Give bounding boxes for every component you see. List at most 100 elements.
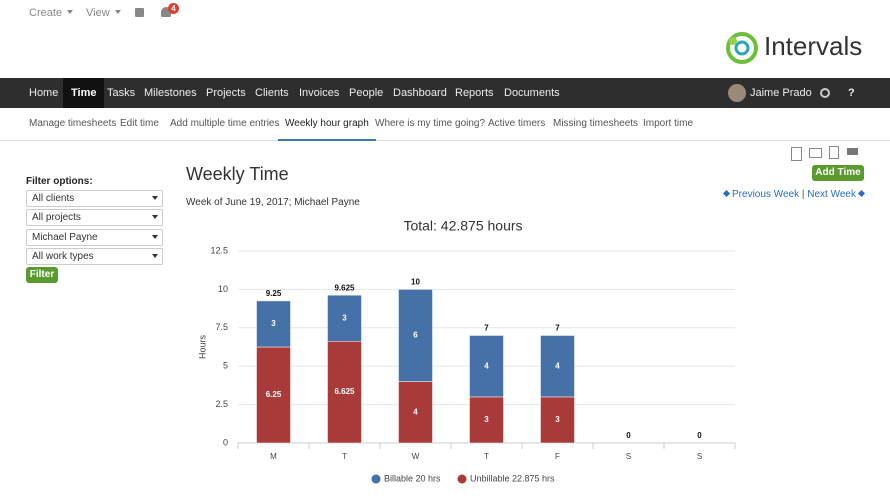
bar-segment [540, 335, 575, 398]
main-nav: Home Time Tasks Milestones Projects Clients In… [0, 78, 890, 108]
filter-select[interactable]: Michael Payne [26, 229, 163, 246]
segment-label: 3 [342, 313, 347, 322]
x-tick-label: S [626, 452, 631, 461]
bar-segment [398, 289, 433, 382]
total-label: 9.25 [266, 289, 282, 298]
legend-marker [457, 474, 467, 484]
bar-segment [256, 300, 291, 348]
segment-label: 4 [555, 361, 560, 370]
logo-ring [734, 40, 750, 56]
week-nav: Previous Week | Next Week [722, 189, 866, 200]
sub-nav: Manage timesheets Edit time Add multiple t… [0, 108, 890, 141]
filter-button[interactable]: Filter [26, 267, 58, 283]
y-tick-label: 0 [223, 437, 228, 447]
subnav-item[interactable]: Manage timesheets [29, 118, 117, 129]
x-tick-label: F [555, 452, 560, 461]
bell-icon[interactable] [161, 7, 171, 17]
x-tick-label: M [270, 452, 277, 461]
bar-segment [540, 396, 575, 444]
segment-label: 6.25 [266, 390, 282, 399]
filter-title: Filter options: [26, 176, 93, 187]
diamond-icon [857, 189, 866, 198]
legend-label: Unbillable 22.875 hrs [470, 473, 555, 483]
total-label: 10 [411, 278, 420, 287]
subnav-item[interactable]: Where is my time going? [375, 118, 486, 129]
settings-icon[interactable] [820, 88, 830, 98]
x-tick-label: T [484, 452, 489, 461]
nav-item[interactable]: Dashboard [393, 87, 447, 99]
filter-select[interactable]: All clients [26, 190, 163, 207]
email-icon[interactable] [809, 148, 822, 158]
subnav-item[interactable]: Weekly hour graph [278, 108, 376, 141]
nav-item[interactable]: Tasks [107, 87, 136, 99]
create-menu[interactable]: Create [29, 7, 73, 19]
bar-segment [327, 340, 362, 444]
nav-item[interactable]: Milestones [144, 87, 197, 99]
nav-item[interactable]: People [349, 87, 384, 99]
nav-item[interactable]: Documents [504, 87, 560, 99]
logo-ring [726, 32, 758, 64]
x-tick-label: W [412, 452, 420, 461]
bar-segment [469, 335, 504, 398]
segment-label: 3 [555, 415, 560, 424]
total-label: 9.625 [334, 283, 355, 292]
segment-label: 3 [271, 319, 276, 328]
heading: Weekly Time [186, 164, 289, 184]
total-label: 7 [484, 324, 489, 333]
view-menu[interactable]: View [86, 7, 121, 19]
x-tick-label: S [697, 452, 702, 461]
subnav-item[interactable]: Add multiple time entries [170, 118, 280, 129]
next-week-link[interactable]: Next Week [807, 189, 856, 200]
x-tick-label: T [342, 452, 347, 461]
avatar[interactable] [728, 84, 746, 102]
y-tick-label: 10 [218, 284, 228, 294]
legend-marker [371, 474, 381, 484]
bar-segment [327, 294, 362, 342]
total-label: 0 [697, 431, 702, 440]
chart-title: Total: 42.875 hours [403, 218, 522, 234]
bar-segment [398, 381, 433, 444]
segment-label: 3 [484, 415, 489, 424]
user-name[interactable]: Jaime Prado [750, 87, 812, 99]
y-axis-label: Hours [197, 335, 207, 360]
previous-week-link[interactable]: Previous Week [732, 189, 800, 200]
diamond-icon [722, 189, 731, 198]
help-link[interactable]: ? [848, 87, 855, 99]
logo-dot [729, 37, 737, 45]
total-label: 0 [626, 431, 631, 440]
subnav-item[interactable]: Active timers [488, 118, 546, 129]
notification-badge: 4 [168, 3, 179, 14]
y-tick-label: 5 [223, 361, 228, 371]
nav-item[interactable]: Clients [255, 87, 289, 99]
segment-label: 6.625 [334, 387, 355, 396]
segment-label: 4 [413, 407, 418, 416]
print-icon[interactable] [847, 148, 858, 155]
logo-icon [726, 32, 758, 64]
nav-item[interactable]: Home [29, 87, 59, 99]
export-icon[interactable] [791, 147, 802, 161]
y-tick-label: 2.5 [215, 399, 228, 409]
add-time-button[interactable]: Add Time [812, 165, 864, 181]
y-tick-label: 7.5 [215, 322, 228, 332]
pdf-icon[interactable] [829, 146, 839, 159]
logo-text: Intervals [764, 31, 863, 61]
nav-item[interactable]: Time [63, 78, 105, 108]
subnav-item[interactable]: Edit time [120, 118, 159, 129]
y-tick-label: 12.5 [210, 245, 228, 255]
nav-item[interactable]: Reports [455, 87, 494, 99]
subnav-item[interactable]: Missing timesheets [553, 118, 639, 129]
bar-segment [469, 396, 504, 444]
bar-segment [256, 346, 291, 444]
subnav-item[interactable]: Import time [643, 118, 694, 129]
total-label: 7 [555, 324, 560, 333]
separator: | [801, 189, 805, 200]
filter-select[interactable]: All work types [26, 248, 163, 265]
subheading: Week of June 19, 2017; Michael Payne [186, 197, 360, 208]
legend-label: Billable 20 hrs [384, 473, 441, 483]
filter-select[interactable]: All projects [26, 209, 163, 226]
segment-label: 4 [484, 361, 489, 370]
nav-item[interactable]: Invoices [299, 87, 340, 99]
notes-icon[interactable] [135, 8, 144, 17]
nav-item[interactable]: Projects [206, 87, 246, 99]
